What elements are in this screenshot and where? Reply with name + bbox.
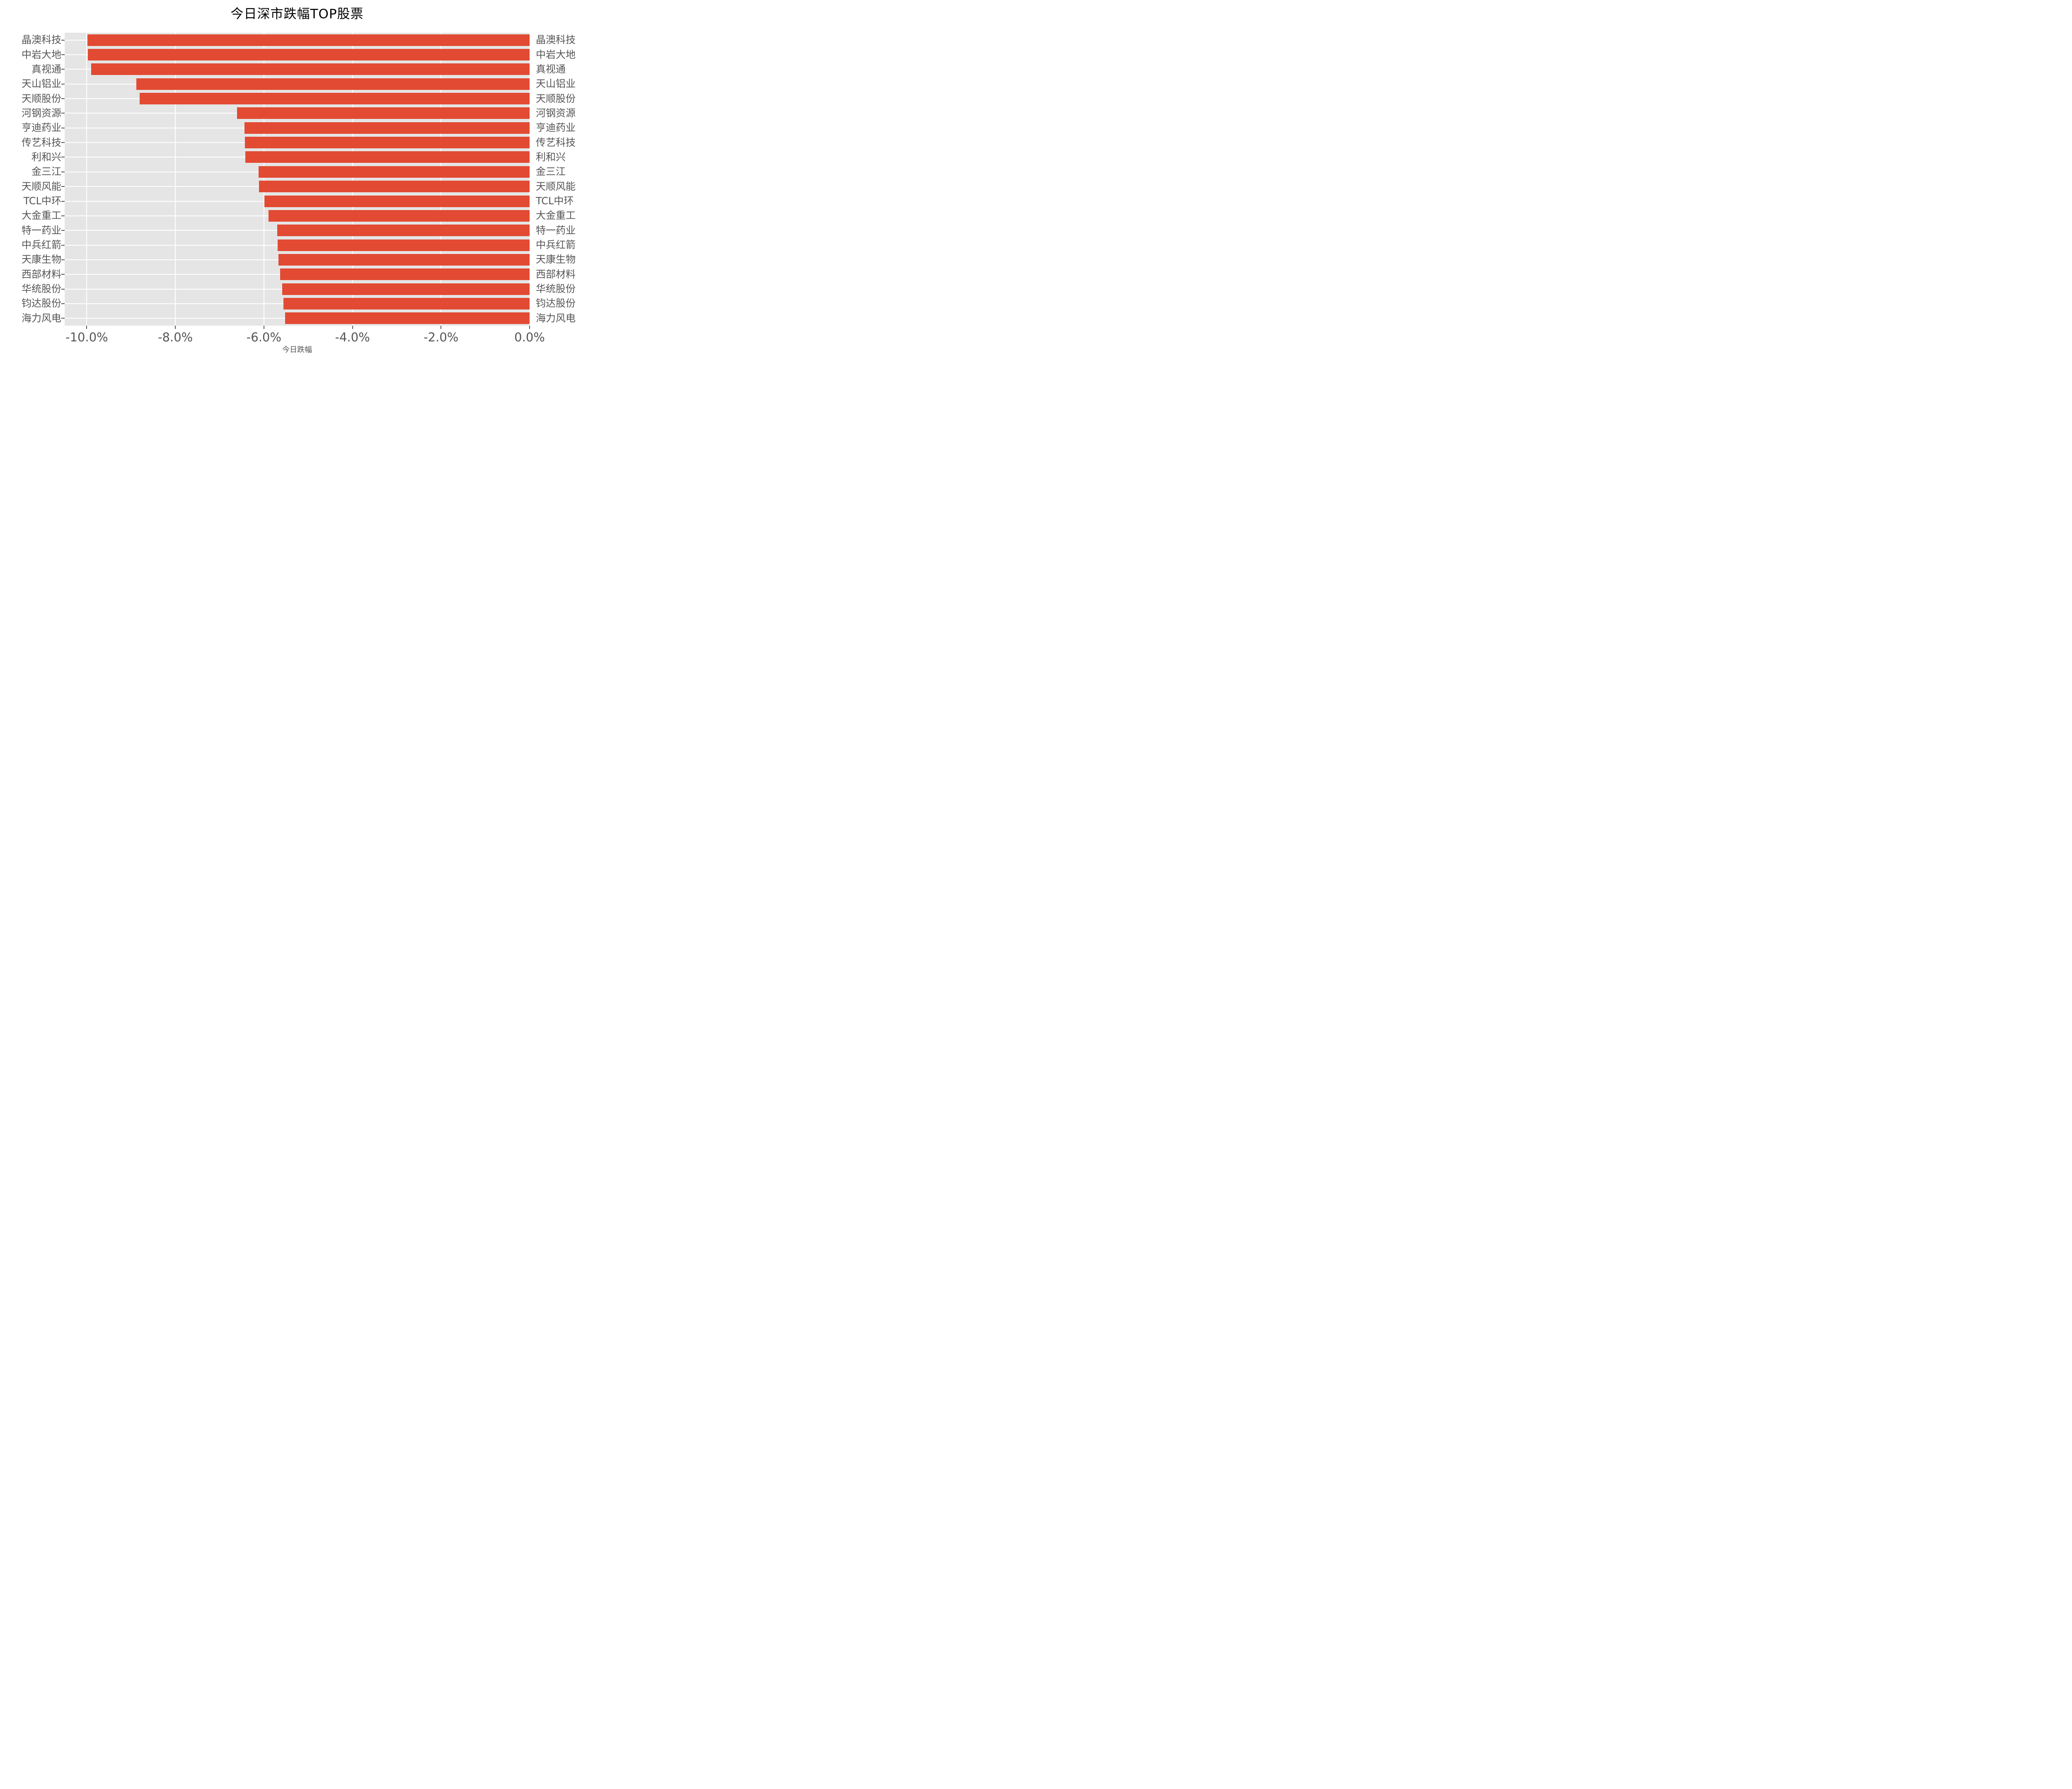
- y-axis-label-right: 亨迪药业: [536, 122, 576, 134]
- bar: [87, 49, 530, 61]
- y-tick-mark: [61, 54, 65, 56]
- bar: [259, 181, 530, 193]
- y-axis-label-right: 西部材料: [536, 268, 576, 280]
- bar: [278, 254, 530, 266]
- x-axis-label: 今日跌幅: [282, 346, 312, 354]
- y-axis-label-left: 金三江: [31, 166, 61, 178]
- y-axis-label-left: 天顺风能: [22, 180, 61, 192]
- y-axis-label-left: 利和兴: [31, 151, 61, 163]
- y-axis-label-right: 天顺股份: [536, 92, 576, 104]
- y-tick-mark: [61, 259, 65, 260]
- x-gridline: [86, 33, 87, 326]
- x-tick-mark: [86, 326, 87, 329]
- y-tick-mark: [61, 69, 65, 70]
- y-tick-mark: [61, 186, 65, 187]
- y-axis-label-left: 华统股份: [22, 283, 61, 295]
- bar: [139, 93, 530, 105]
- x-gridline: [352, 33, 353, 326]
- chart-figure: 今日深市跌幅TOP股票 晶澳科技 晶澳科技中岩大地 中岩大地真视通 真视通天山铝业 天山…: [0, 0, 593, 358]
- bar: [285, 312, 530, 324]
- y-tick-mark: [61, 142, 65, 143]
- bar: [244, 137, 530, 149]
- y-axis-label-left: 天顺股份: [22, 92, 61, 104]
- y-axis-label-left: 河钢资源: [22, 107, 61, 119]
- y-axis-label-right: TCL中环: [536, 195, 574, 207]
- y-tick-mark: [61, 201, 65, 202]
- y-axis-label-right: 晶澳科技: [536, 34, 576, 46]
- y-axis-label-right: 真视通: [536, 63, 566, 75]
- y-axis-label-right: 河钢资源: [536, 107, 576, 119]
- y-axis-label-left: 天康生物: [22, 254, 61, 266]
- y-axis-label-right: 大金重工: [536, 210, 576, 222]
- x-tick-label: 0.0%: [514, 330, 545, 344]
- chart-title: 今日深市跌幅TOP股票: [230, 7, 364, 22]
- y-axis-label-left: 中兵红箭: [22, 239, 61, 251]
- y-axis-label-left: 海力风电: [22, 312, 61, 324]
- y-axis-label-left: 西部材料: [22, 268, 61, 280]
- y-axis-label-right: 中兵红箭: [536, 239, 576, 251]
- bar: [268, 210, 530, 222]
- y-axis-label-right: 金三江: [536, 166, 566, 178]
- bar: [264, 195, 530, 207]
- bar: [244, 122, 530, 134]
- y-axis-label-left: 亨迪药业: [22, 122, 61, 134]
- bar: [259, 166, 530, 178]
- y-axis-label-left: 天山铝业: [22, 78, 61, 90]
- x-tick-mark: [529, 326, 530, 329]
- bar: [282, 283, 530, 295]
- y-axis-label-left: 真视通: [31, 63, 61, 75]
- y-tick-mark: [61, 274, 65, 275]
- bar: [91, 63, 530, 75]
- y-tick-mark: [61, 244, 65, 246]
- y-tick-mark: [61, 215, 65, 216]
- x-tick-label: -6.0%: [246, 330, 281, 344]
- bar: [87, 34, 530, 46]
- y-axis-label-left: TCL中环: [23, 195, 61, 207]
- bar: [280, 268, 530, 280]
- y-axis-label-right: 利和兴: [536, 151, 566, 163]
- bar: [277, 239, 530, 251]
- x-gridline: [175, 33, 176, 326]
- y-axis-label-left: 钧达股份: [22, 297, 61, 309]
- x-tick-label: -8.0%: [158, 330, 193, 344]
- x-tick-mark: [175, 326, 176, 329]
- y-axis-label-left: 中岩大地: [22, 48, 61, 60]
- x-tick-label: -4.0%: [335, 330, 370, 344]
- y-tick-mark: [61, 288, 65, 290]
- y-axis-label-left: 特一药业: [22, 224, 61, 236]
- y-tick-mark: [61, 303, 65, 304]
- y-axis-label-right: 中岩大地: [536, 48, 576, 60]
- y-tick-mark: [61, 83, 65, 85]
- y-tick-mark: [61, 113, 65, 114]
- y-axis-label-right: 钧达股份: [536, 297, 576, 309]
- plot-panel: [65, 33, 530, 326]
- y-axis-label-right: 天康生物: [536, 254, 576, 266]
- y-tick-mark: [61, 230, 65, 231]
- y-axis-label-left: 晶澳科技: [22, 34, 61, 46]
- bar: [136, 78, 530, 90]
- x-tick-label: -2.0%: [424, 330, 459, 344]
- bar: [237, 107, 530, 119]
- y-axis-label-left: 大金重工: [22, 210, 61, 222]
- x-tick-label: -10.0%: [65, 330, 108, 344]
- bar: [283, 297, 530, 309]
- y-axis-label-right: 天顺风能: [536, 180, 576, 192]
- bar: [277, 225, 530, 237]
- y-axis-label-left: 传艺科技: [22, 136, 61, 148]
- y-axis-label-right: 海力风电: [536, 312, 576, 324]
- y-axis-label-right: 天山铝业: [536, 78, 576, 90]
- y-axis-label-right: 传艺科技: [536, 136, 576, 148]
- y-tick-mark: [61, 39, 65, 41]
- y-axis-label-right: 特一药业: [536, 224, 576, 236]
- x-tick-mark: [352, 326, 353, 329]
- y-tick-mark: [61, 98, 65, 99]
- y-axis-label-right: 华统股份: [536, 283, 576, 295]
- y-tick-mark: [61, 318, 65, 319]
- bar: [245, 151, 530, 163]
- x-gridline: [529, 33, 530, 326]
